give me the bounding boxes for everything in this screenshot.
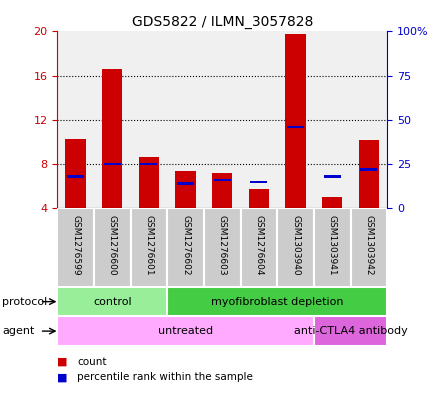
Text: untreated: untreated xyxy=(158,326,213,336)
Bar xyxy=(57,208,94,287)
Bar xyxy=(241,208,277,287)
Text: GSM1276601: GSM1276601 xyxy=(144,215,154,275)
Bar xyxy=(322,197,342,208)
Text: GSM1276604: GSM1276604 xyxy=(254,215,264,275)
Text: GSM1276599: GSM1276599 xyxy=(71,215,80,275)
Bar xyxy=(204,208,241,287)
Bar xyxy=(131,208,167,287)
Text: agent: agent xyxy=(2,326,35,336)
Bar xyxy=(139,158,159,208)
Text: myofibroblast depletion: myofibroblast depletion xyxy=(211,297,344,307)
Bar xyxy=(360,168,378,171)
Text: ■: ■ xyxy=(57,356,68,367)
Bar xyxy=(287,126,304,128)
Text: ■: ■ xyxy=(57,372,68,382)
Bar xyxy=(104,163,121,165)
Bar xyxy=(286,34,306,208)
Bar xyxy=(177,182,194,185)
Bar xyxy=(212,173,232,208)
Text: GSM1276600: GSM1276600 xyxy=(108,215,117,275)
Text: GSM1303941: GSM1303941 xyxy=(328,215,337,275)
Bar xyxy=(214,179,231,181)
Bar xyxy=(277,208,314,287)
Text: percentile rank within the sample: percentile rank within the sample xyxy=(77,372,253,382)
Bar xyxy=(67,175,84,178)
Bar xyxy=(102,69,122,208)
Bar xyxy=(167,287,387,316)
Bar xyxy=(66,139,86,208)
Bar xyxy=(57,287,167,316)
Bar xyxy=(314,208,351,287)
Bar xyxy=(314,316,387,346)
Bar xyxy=(140,163,158,165)
Bar xyxy=(176,171,196,208)
Text: GSM1303942: GSM1303942 xyxy=(364,215,374,275)
Bar xyxy=(249,189,269,208)
Text: control: control xyxy=(93,297,132,307)
Text: GSM1276602: GSM1276602 xyxy=(181,215,190,275)
Bar xyxy=(359,140,379,208)
Bar xyxy=(324,175,341,178)
Text: count: count xyxy=(77,356,106,367)
Bar xyxy=(351,208,387,287)
Bar xyxy=(167,208,204,287)
Bar xyxy=(57,316,314,346)
Text: protocol: protocol xyxy=(2,297,48,307)
Bar xyxy=(250,180,268,183)
Text: GSM1276603: GSM1276603 xyxy=(218,215,227,275)
Text: GSM1303940: GSM1303940 xyxy=(291,215,300,275)
Title: GDS5822 / ILMN_3057828: GDS5822 / ILMN_3057828 xyxy=(132,15,313,29)
Text: anti-CTLA4 antibody: anti-CTLA4 antibody xyxy=(293,326,407,336)
Bar xyxy=(94,208,131,287)
